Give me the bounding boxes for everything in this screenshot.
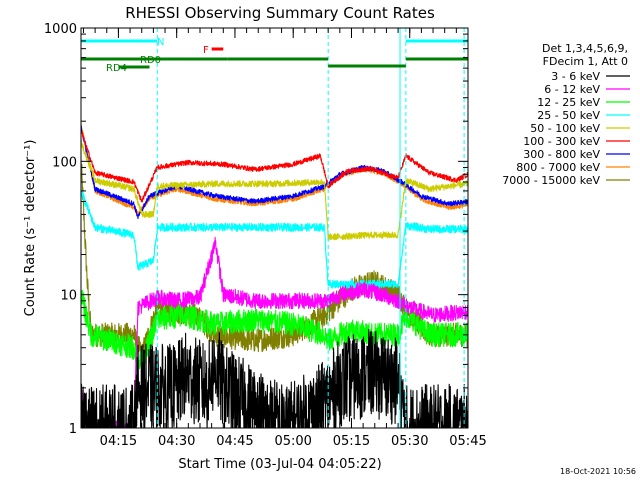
y-tick-label: 1 bbox=[69, 422, 77, 437]
legend-header: FDecim 1, Att 0 bbox=[543, 55, 628, 68]
plot-frame bbox=[80, 27, 469, 429]
plot-area bbox=[81, 28, 468, 428]
y-axis-label: Count Rate (s⁻¹ detector⁻¹) bbox=[23, 140, 38, 317]
x-tick-label: 05:15 bbox=[333, 434, 370, 449]
flag-label-n: N bbox=[157, 37, 164, 48]
series-line-3-6kev bbox=[81, 328, 468, 428]
legend-entry-label: 6 - 12 keV bbox=[544, 83, 600, 96]
legend-entry-label: 50 - 100 keV bbox=[530, 122, 600, 135]
x-tick-label: 05:00 bbox=[274, 434, 311, 449]
legend-entry-label: 300 - 800 keV bbox=[523, 148, 600, 161]
series-line-300-800kev bbox=[81, 125, 468, 220]
series-line-25-50kev bbox=[81, 190, 468, 289]
y-tick-label: 1000 bbox=[44, 22, 77, 37]
y-tick-label: 10 bbox=[60, 289, 77, 304]
flag-label-f: F bbox=[203, 45, 209, 56]
series-line-6-12kev bbox=[81, 236, 468, 428]
x-axis-label: Start Time (03-Jul-04 04:05:22) bbox=[178, 457, 381, 472]
x-tick-label: 04:15 bbox=[100, 434, 137, 449]
x-tick-label: 04:30 bbox=[158, 434, 195, 449]
footer-timestamp: 18-Oct-2021 10:56 bbox=[560, 467, 636, 476]
flag-label-rd4: RD4 bbox=[106, 63, 127, 74]
x-tick-label: 05:30 bbox=[391, 434, 428, 449]
y-tick-label: 100 bbox=[52, 155, 77, 170]
x-tick-label: 04:45 bbox=[216, 434, 253, 449]
legend-entry-label: 100 - 300 keV bbox=[523, 135, 600, 148]
x-tick-label: 05:45 bbox=[449, 434, 486, 449]
series-line-50-100kev bbox=[81, 139, 468, 241]
legend-header: Det 1,3,4,5,6,9, bbox=[542, 42, 628, 55]
flag-label-rd0: RD0 bbox=[140, 55, 161, 66]
legend-entry-label: 800 - 7000 keV bbox=[516, 161, 600, 174]
chart-title: RHESSI Observing Summary Count Rates bbox=[125, 4, 435, 22]
series-line-100-300kev bbox=[81, 131, 468, 203]
legend-entry-label: 25 - 50 keV bbox=[537, 109, 600, 122]
series-line-7000-15000kev bbox=[81, 157, 468, 366]
legend-entry-label: 12 - 25 keV bbox=[537, 96, 600, 109]
legend-entry-label: 3 - 6 keV bbox=[551, 70, 600, 83]
legend-entry-label: 7000 - 15000 keV bbox=[502, 174, 600, 187]
